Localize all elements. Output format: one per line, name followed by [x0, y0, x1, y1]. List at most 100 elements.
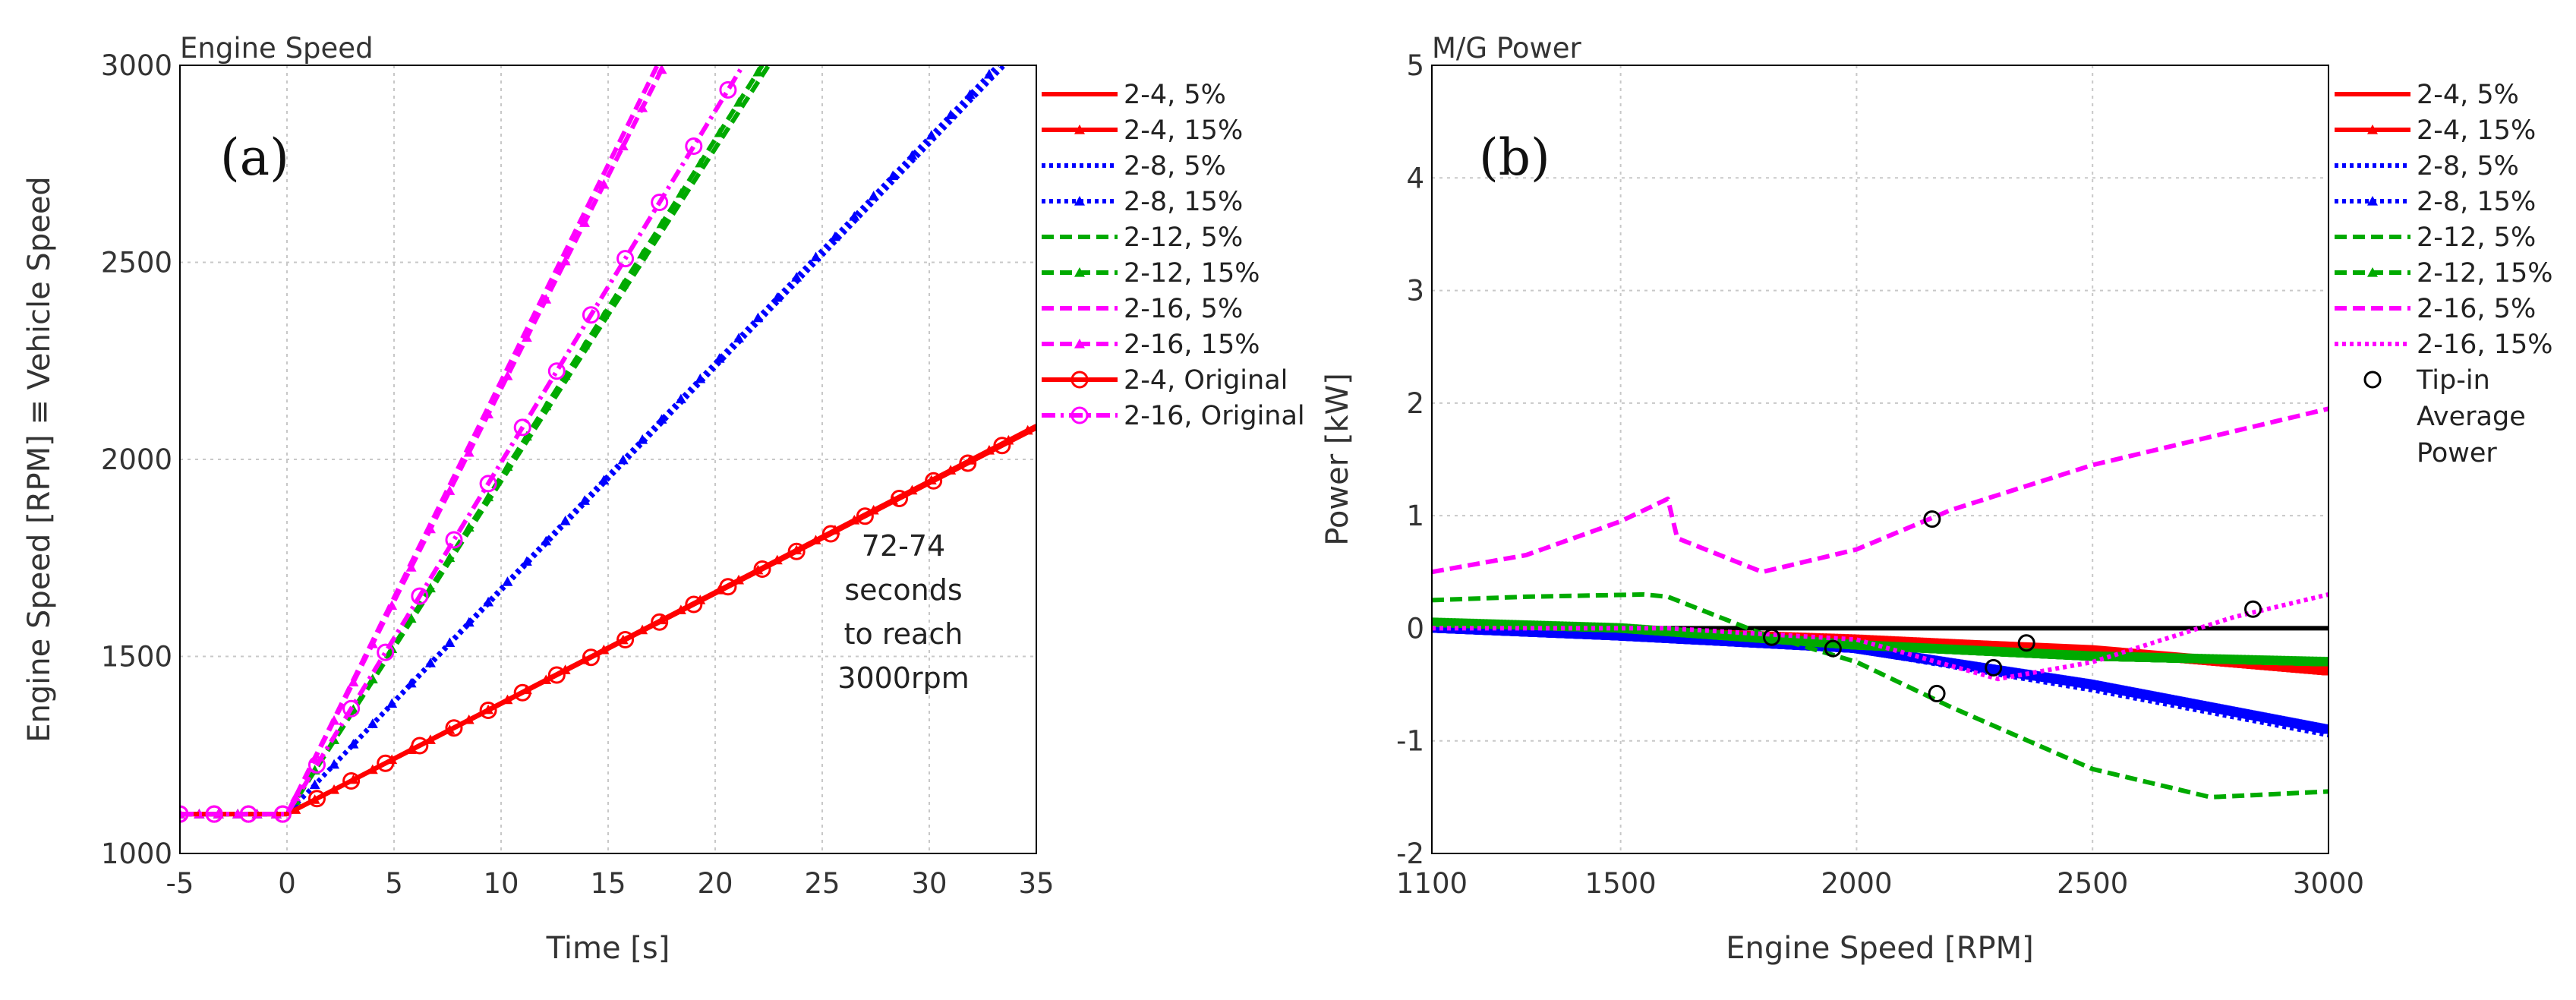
- y-tick-label: 1: [1406, 500, 1424, 532]
- series-2-16-original-marker: [651, 194, 669, 212]
- series-2-16-15-marker: [637, 103, 648, 112]
- series-2-16-original-marker: [513, 418, 531, 437]
- legend-item-2-4-original: 2-4, Original: [1042, 365, 1288, 396]
- series-2-4-original-marker: [685, 595, 703, 614]
- series-2-8-15-marker: [502, 576, 513, 586]
- series-2-16-15-marker: [290, 791, 301, 802]
- y-axis-label-a: Engine Speed [RPM] ≡ Vehicle Speed: [22, 176, 57, 743]
- series-2-8-15-marker: [791, 272, 802, 282]
- x-tick-label: 0: [278, 867, 296, 900]
- series-2-4-original-marker: [925, 472, 943, 490]
- x-tick-label: 2000: [1821, 867, 1892, 900]
- series-2-16-original-marker: [616, 250, 635, 268]
- legend-item-2-8-5: 2-8, 5%: [1042, 151, 1226, 181]
- legend-label: 2-16, Original: [1124, 401, 1305, 431]
- legend-marker: [1074, 125, 1085, 134]
- series-2-8-15-marker: [714, 353, 725, 363]
- series-2-8-15-marker: [541, 535, 552, 546]
- legend-marker: [1070, 371, 1089, 389]
- series-2-16-15-marker: [367, 638, 378, 648]
- series-2-16-15-marker: [598, 178, 610, 189]
- series-2-8-15-marker: [695, 373, 706, 383]
- series-2-8-15-marker: [925, 130, 937, 140]
- x-tick-label: -5: [166, 867, 194, 900]
- series-2-16-original-line: [180, 65, 746, 817]
- series-2-8-15-marker: [656, 414, 667, 424]
- legend-label: 2-12, 15%: [1124, 258, 1260, 289]
- series-2-12-15-marker: [424, 582, 436, 593]
- series-2-8-15-marker: [637, 434, 648, 444]
- series-2-8-15-marker: [849, 211, 860, 221]
- legend-label: 2-8, 15%: [1124, 187, 1243, 217]
- series-group-b: [1432, 406, 2328, 800]
- series-2-4-original-marker: [993, 437, 1011, 455]
- annotation-line-3: to reach: [844, 617, 963, 651]
- series-2-16-original-marker: [342, 699, 361, 718]
- series-2-12-15-marker: [463, 522, 475, 532]
- series-2-16-15-marker: [617, 140, 629, 151]
- annotation-line-2: seconds: [844, 573, 962, 607]
- legend-item-2-12-15: 2-12, 15%: [1042, 258, 1260, 289]
- series-2-4-original-marker: [651, 613, 669, 631]
- series-2-12-15-marker: [405, 613, 417, 623]
- series-2-12-15-marker: [637, 248, 648, 259]
- legend-item-2-8-15: 2-8, 15%: [1042, 187, 1243, 217]
- series-2-16-5-line: [180, 65, 660, 817]
- series-2-12-15-marker: [733, 96, 745, 107]
- y-tick-label: -2: [1396, 838, 1424, 870]
- series-2-8-15-marker: [560, 515, 571, 525]
- y-tick-label: 2: [1406, 387, 1424, 420]
- series-2-16-original-marker: [445, 531, 463, 549]
- x-tick-label: 35: [1018, 867, 1054, 900]
- series-2-12-15-marker: [695, 157, 706, 168]
- series-2-16-15-marker: [560, 255, 571, 266]
- series-2-8-15-marker: [675, 393, 686, 404]
- series-2-8-15-marker: [424, 658, 436, 667]
- series-2-16-15-marker: [348, 677, 359, 687]
- series-2-16-15-marker: [386, 600, 398, 610]
- series-2-8-15-marker: [771, 292, 783, 302]
- series-2-12-15-marker: [483, 491, 494, 502]
- y-tick-label: 2500: [101, 247, 172, 279]
- series-2-16-original-marker: [377, 643, 395, 661]
- series-2-16-original-marker: [547, 362, 566, 380]
- series-2-12-15-marker: [617, 279, 629, 289]
- series-group-a: [180, 65, 1036, 823]
- legend-item-2-4-15: 2-4, 15%: [1042, 115, 1243, 146]
- series-2-16-15-marker: [541, 294, 552, 304]
- series-2-8-15-marker: [752, 312, 764, 323]
- series-2-8-15-marker: [386, 698, 398, 708]
- x-tick-label: 30: [911, 867, 947, 900]
- series-2-4-original-marker: [753, 560, 771, 578]
- legend-marker: [1070, 406, 1089, 424]
- x-tick-label: 20: [697, 867, 733, 900]
- series-2-12-15-marker: [675, 188, 686, 198]
- x-tick-label: 2500: [2057, 867, 2128, 900]
- y-tick-label: 5: [1406, 49, 1424, 82]
- series-2-4-original-marker: [547, 666, 566, 684]
- series-2-4-original-marker: [445, 719, 463, 737]
- grid-a: [180, 65, 1036, 853]
- series-2-16-15-marker: [424, 523, 436, 534]
- series-2-16-15-marker: [444, 485, 456, 495]
- series-2-8-15-marker: [444, 637, 456, 647]
- series-2-16-15-marker: [502, 371, 513, 380]
- plot-frame-a: [179, 65, 1037, 854]
- series-2-16-original-marker: [307, 756, 326, 774]
- x-tick-label: 1500: [1585, 867, 1657, 900]
- series-2-8-15-marker: [617, 454, 629, 465]
- y-tick-label: 3000: [101, 49, 172, 82]
- series-2-4-15-marker: [2322, 665, 2328, 676]
- series-2-16-15-marker: [329, 715, 340, 725]
- legend-item-2-16-original: 2-16, Original: [1042, 401, 1305, 431]
- series-2-12-15-marker: [541, 400, 552, 411]
- series-2-12-15-marker: [752, 66, 764, 77]
- series-2-16-original-marker: [685, 137, 703, 155]
- x-tick-label: 5: [385, 867, 403, 900]
- legend-label: 2-4, 5%: [1124, 80, 1226, 110]
- series-2-16-15-marker: [463, 446, 475, 457]
